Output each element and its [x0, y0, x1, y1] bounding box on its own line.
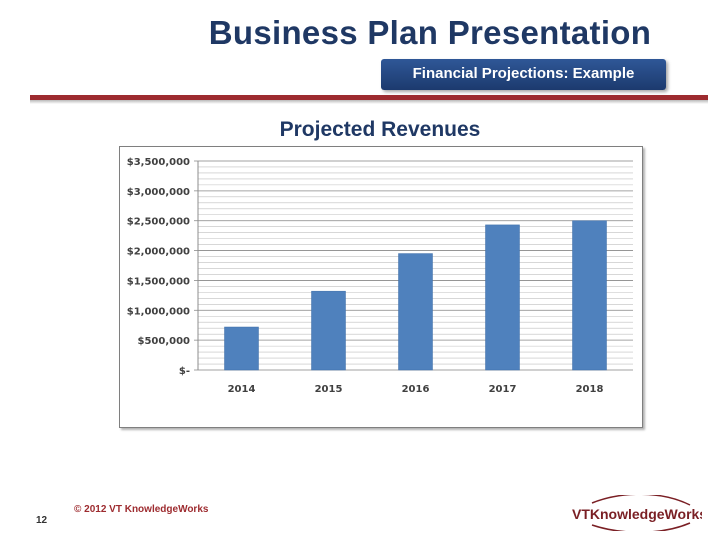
- accent-rule-shadow: [30, 100, 708, 104]
- bar: [485, 224, 520, 371]
- y-tick-label: $-: [179, 366, 190, 377]
- y-tick-label: $500,000: [137, 336, 190, 347]
- vt-knowledgeworks-logo: VTKnowledgeWorks: [572, 495, 702, 531]
- page-number: 12: [36, 515, 48, 526]
- y-tick-label: $2,000,000: [127, 247, 190, 258]
- subtitle-banner: Financial Projections: Example: [381, 59, 666, 90]
- x-tick-label: 2017: [489, 384, 517, 395]
- chart-frame: $- $500,000 $1,000,000 $1,500,000 $2,000,000…: [119, 146, 643, 428]
- y-tick-label: $3,000,000: [127, 187, 190, 198]
- bar: [311, 290, 346, 371]
- y-tick-label: $1,500,000: [127, 276, 190, 287]
- copyright-footer: © 2012 VT KnowledgeWorks: [74, 504, 209, 515]
- bar-chart: $- $500,000 $1,000,000 $1,500,000 $2,000,000…: [127, 157, 633, 395]
- accent-rule: [30, 95, 708, 100]
- bar: [572, 220, 607, 371]
- chart-title: Projected Revenues: [279, 118, 481, 141]
- x-tick-label: 2016: [402, 384, 430, 395]
- x-tick-label: 2014: [228, 384, 256, 395]
- slide-title: Business Plan Presentation: [208, 14, 652, 51]
- svg-text:VTKnowledgeWorks: VTKnowledgeWorks: [572, 506, 702, 522]
- bar: [224, 326, 259, 371]
- slide-subtitle: Financial Projections: Example: [412, 65, 635, 82]
- y-tick-label: $2,500,000: [127, 217, 190, 228]
- y-tick-label: $1,000,000: [127, 306, 190, 317]
- x-tick-label: 2018: [576, 384, 604, 395]
- x-tick-label: 2015: [315, 384, 343, 395]
- y-tick-label: $3,500,000: [127, 157, 190, 168]
- bar: [398, 253, 433, 371]
